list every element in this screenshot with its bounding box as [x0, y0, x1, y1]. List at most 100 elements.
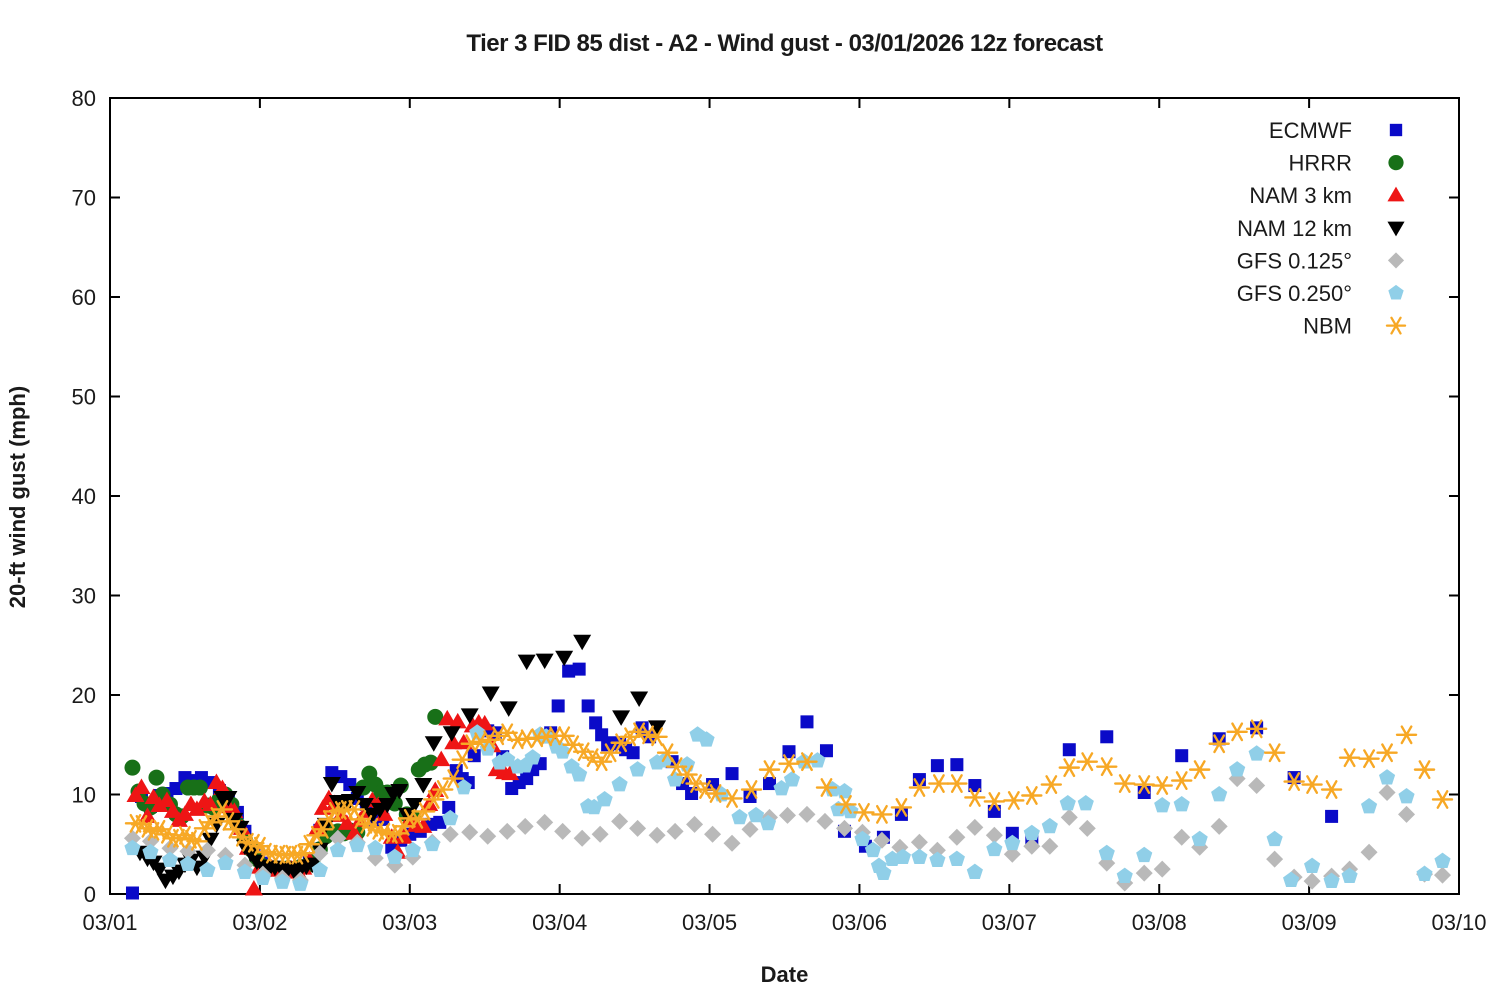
asterisk-marker	[1213, 734, 1226, 754]
pentagon-marker	[1098, 844, 1115, 861]
square-marker	[968, 779, 982, 793]
pentagon-marker	[875, 864, 892, 880]
triangle-up-marker	[201, 795, 220, 811]
pentagon-marker	[1211, 786, 1228, 802]
asterisk-marker	[577, 742, 590, 762]
asterisk-marker	[1343, 748, 1356, 768]
pentagon-marker	[386, 848, 403, 865]
asterisk-marker	[456, 750, 469, 770]
x-tick-label: 03/06	[832, 910, 887, 935]
pentagon-marker	[161, 851, 179, 868]
diamond-marker	[1041, 837, 1059, 855]
diamond-marker	[648, 826, 666, 844]
asterisk-marker	[153, 819, 166, 839]
triangle-up-marker	[244, 880, 263, 896]
pentagon-marker	[611, 776, 628, 792]
triangle-down-marker	[397, 807, 416, 824]
asterisk-marker	[397, 816, 410, 836]
pentagon-marker	[329, 841, 346, 858]
asterisk-marker	[726, 789, 738, 808]
pentagon-marker	[349, 836, 366, 853]
square-marker	[987, 804, 1001, 818]
square-marker	[800, 715, 814, 729]
diamond-marker	[1210, 817, 1228, 835]
asterisk-marker	[184, 829, 197, 849]
asterisk-marker	[1007, 791, 1020, 810]
diamond-marker	[591, 825, 609, 843]
pentagon-marker	[911, 848, 928, 865]
x-axis-title: Date	[760, 962, 809, 987]
y-tick-label: 10	[72, 783, 96, 808]
diamond-marker	[873, 831, 891, 849]
triangle-up-marker	[126, 786, 145, 802]
square-marker	[950, 758, 964, 772]
square-marker	[433, 815, 447, 829]
diamond-marker	[928, 841, 946, 859]
triangle-up-marker	[448, 712, 467, 729]
triangle-down-marker	[630, 691, 649, 707]
diamond-marker	[723, 834, 741, 852]
diamond-marker	[161, 839, 179, 857]
pentagon-marker	[1041, 817, 1058, 834]
square-marker	[125, 886, 139, 900]
asterisk-marker	[567, 735, 580, 755]
pentagon-marker	[254, 869, 271, 885]
asterisk-marker	[595, 752, 608, 772]
x-tick-label: 03/01	[82, 910, 137, 935]
pentagon-marker	[698, 731, 715, 747]
asterisk-marker	[1381, 743, 1394, 763]
diamond-marker	[966, 818, 984, 836]
asterisk-marker	[1045, 775, 1058, 794]
legend-label-gfs-0-250: GFS 0.250°	[1237, 281, 1352, 306]
triangle-up-marker	[337, 814, 356, 830]
nbm-legend-marker-icon	[1390, 316, 1402, 335]
asterisk-marker	[932, 774, 945, 793]
asterisk-marker	[135, 814, 148, 834]
x-tick-label: 03/08	[1132, 910, 1187, 935]
asterisk-marker	[651, 727, 664, 747]
x-tick-label: 03/04	[532, 910, 587, 935]
asterisk-marker	[558, 726, 571, 746]
asterisk-marker	[222, 811, 235, 831]
triangle-down-marker	[378, 797, 397, 814]
diamond-marker	[123, 829, 141, 847]
asterisk-marker	[483, 730, 496, 750]
asterisk-marker	[322, 809, 335, 829]
asterisk-marker	[604, 743, 617, 763]
square-marker	[442, 800, 456, 814]
triangle-up-marker	[475, 714, 494, 731]
asterisk-marker	[474, 732, 487, 752]
diamond-marker	[816, 812, 834, 830]
asterisk-marker	[1268, 743, 1281, 763]
pentagon-marker	[986, 840, 1003, 857]
diamond-marker	[629, 819, 647, 837]
square-marker	[930, 759, 944, 773]
y-tick-label: 20	[72, 683, 96, 708]
asterisk-marker	[820, 778, 833, 797]
legend-label-gfs-0-125: GFS 0.125°	[1237, 248, 1352, 273]
pentagon-marker	[1077, 794, 1094, 811]
pentagon-marker	[571, 766, 588, 782]
circle-marker	[124, 759, 141, 776]
pentagon-marker	[1004, 834, 1021, 851]
asterisk-marker	[586, 748, 599, 768]
pentagon-marker	[586, 798, 603, 815]
triangle-up-marker	[438, 709, 457, 726]
asterisk-marker	[1025, 786, 1038, 805]
asterisk-marker	[1418, 760, 1431, 780]
diamond-marker	[1173, 828, 1191, 846]
pentagon-marker	[311, 861, 328, 877]
square-marker	[782, 745, 796, 759]
pentagon-marker	[773, 780, 790, 796]
asterisk-marker	[372, 820, 385, 840]
pentagon-marker	[1229, 761, 1246, 777]
pentagon-marker	[759, 814, 777, 831]
diamond-marker	[311, 844, 329, 862]
triangle-up-marker	[414, 817, 433, 833]
pentagon-marker	[1283, 871, 1300, 887]
triangle-down-marker	[481, 686, 500, 703]
square-marker	[1212, 732, 1226, 746]
asterisk-marker	[699, 780, 712, 799]
y-tick-label: 60	[72, 285, 96, 310]
